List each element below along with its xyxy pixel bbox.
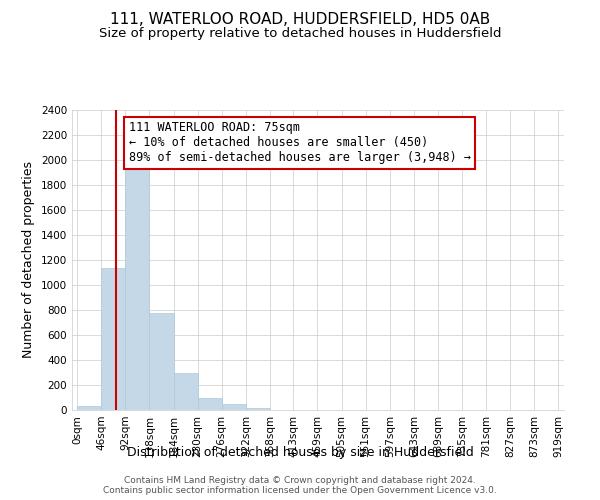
Bar bbox=[149, 313, 173, 410]
Bar bbox=[77, 406, 101, 410]
Bar bbox=[101, 268, 125, 410]
Text: Contains public sector information licensed under the Open Government Licence v3: Contains public sector information licen… bbox=[103, 486, 497, 495]
Text: Contains HM Land Registry data © Crown copyright and database right 2024.: Contains HM Land Registry data © Crown c… bbox=[124, 476, 476, 485]
Text: Size of property relative to detached houses in Huddersfield: Size of property relative to detached ho… bbox=[99, 28, 501, 40]
Bar bbox=[173, 373, 197, 410]
Bar bbox=[246, 408, 270, 410]
Text: 111, WATERLOO ROAD, HUDDERSFIELD, HD5 0AB: 111, WATERLOO ROAD, HUDDERSFIELD, HD5 0A… bbox=[110, 12, 490, 28]
Bar bbox=[221, 404, 246, 410]
Text: 111 WATERLOO ROAD: 75sqm
← 10% of detached houses are smaller (450)
89% of semi-: 111 WATERLOO ROAD: 75sqm ← 10% of detach… bbox=[128, 121, 470, 164]
Bar bbox=[197, 398, 221, 410]
Bar bbox=[125, 165, 149, 410]
Text: Distribution of detached houses by size in Huddersfield: Distribution of detached houses by size … bbox=[127, 446, 473, 459]
Y-axis label: Number of detached properties: Number of detached properties bbox=[22, 162, 35, 358]
